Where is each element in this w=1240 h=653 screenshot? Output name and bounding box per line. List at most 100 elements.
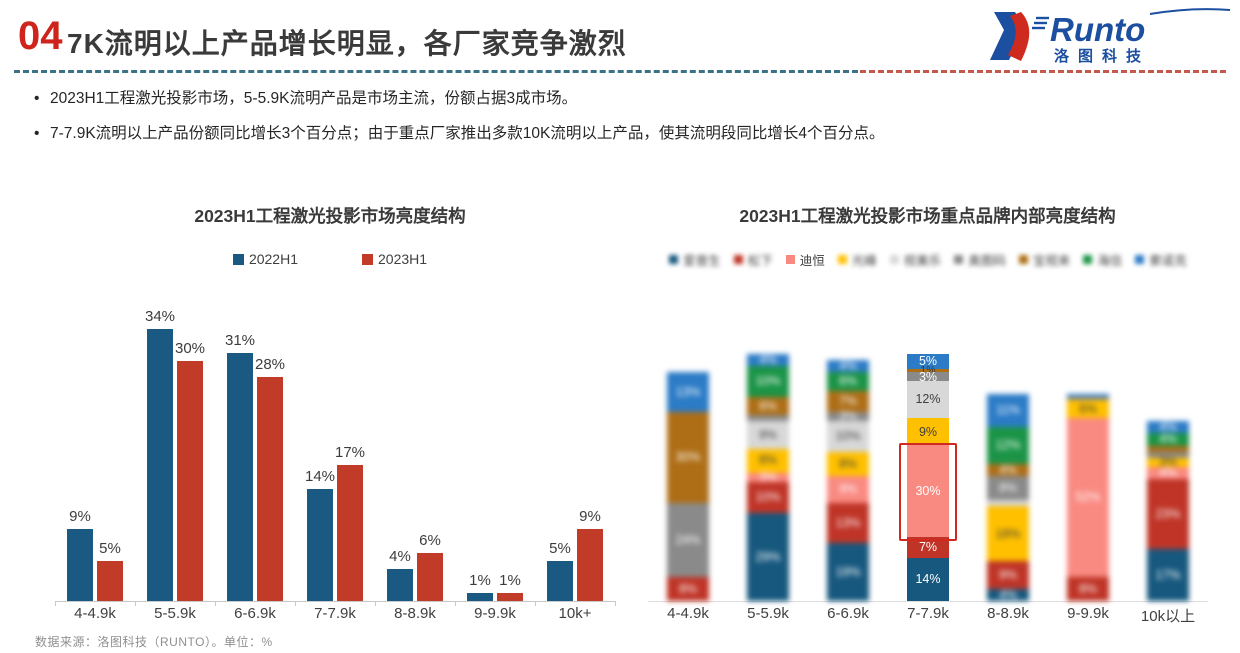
- segment-光峰: 8%: [747, 448, 789, 473]
- axis-tick: [135, 601, 136, 606]
- segment-视美乐: 12%: [907, 381, 949, 419]
- bullet-2: 7-7.9K流明以上产品份额同比增长3个百分点；由于重点厂家推出多款10K流明以…: [32, 123, 1182, 146]
- bar-2022H1: 5%: [547, 540, 573, 601]
- legend-item-奥图码: 奥图码: [954, 250, 1006, 269]
- segment-value-label: 8%: [838, 456, 858, 471]
- legend-item-2023H1: 2023H1: [362, 251, 427, 267]
- legend-swatch: [362, 253, 373, 265]
- segment-奥图码: [747, 415, 789, 422]
- segment-value-label: 4%: [758, 352, 778, 367]
- segment-宝视来: 30%: [667, 411, 709, 504]
- bar-value-label: 9%: [579, 508, 601, 525]
- segment-奥图码: 3%: [907, 369, 949, 384]
- x-axis-label: 6-6.9k: [827, 605, 869, 622]
- segment-索诺克: 5%: [907, 354, 949, 370]
- segment-奥图码: 8%: [987, 476, 1029, 501]
- segment-光峰: 6%: [1067, 399, 1109, 419]
- bar-value-label: 17%: [334, 444, 366, 461]
- logo-mark-red: [1008, 12, 1030, 61]
- legend-label: 宝视来: [1032, 254, 1071, 268]
- segment-迪恒: 3%: [747, 471, 789, 483]
- segment-迪恒: 4%: [1147, 467, 1189, 480]
- stacked-bar-column: 4% 6% 7% 3% 10% 8% 9% 13% 19%: [808, 341, 888, 601]
- left-chart-legend: 2022H1 2023H1: [40, 251, 620, 267]
- legend-label: 迪恒: [799, 254, 825, 268]
- segment-海信: 12%: [987, 427, 1029, 464]
- bar-value-label: 30%: [174, 340, 206, 357]
- segment-value-label: 23%: [1155, 506, 1181, 521]
- legend-item-松下: 松下: [733, 250, 773, 269]
- legend-swatch: [1018, 255, 1028, 264]
- segment-视美乐: [987, 500, 1029, 507]
- segment-value-label: 3%: [918, 369, 938, 384]
- stacked-bar-column: 6% 52% 8%: [1048, 341, 1128, 601]
- bar-value-label: 28%: [254, 356, 286, 373]
- segment-松下: 8%: [1067, 576, 1109, 601]
- bar-2022H1: 1%: [467, 572, 493, 601]
- segment-value-label: 4%: [998, 587, 1018, 602]
- bar-value-label: 5%: [99, 540, 121, 557]
- key-points: 2023H1工程激光投影市场，5-5.9K流明产品是市场主流，份额占据3成市场。…: [32, 88, 1182, 159]
- bar-2022H1: 9%: [67, 508, 93, 601]
- stacked-bar: 4% 4% 3% 4% 23% 17%: [1147, 421, 1189, 601]
- segment-爱普生: 4%: [987, 589, 1029, 601]
- bar-group: 9% 5%: [55, 311, 135, 601]
- header-divider-teal: [14, 70, 858, 73]
- bar-value-label: 5%: [549, 540, 571, 557]
- segment-value-label: 1%: [920, 364, 936, 377]
- axis-tick: [455, 601, 456, 606]
- segment-value-label: 9%: [918, 424, 938, 439]
- right-chart-x-axis: 4-4.9k 5-5.9k 6-6.9k 7-7.9k 8-8.9k 9-9.9k 10k以…: [648, 605, 1208, 626]
- bar-value-label: 1%: [469, 572, 491, 589]
- segment-value-label: 9%: [758, 427, 778, 442]
- legend-label: 2023H1: [378, 251, 428, 267]
- legend-swatch: [954, 255, 964, 264]
- segment-value-label: 10%: [835, 429, 861, 444]
- segment-松下: 23%: [1147, 479, 1189, 550]
- segment-value-label: 10%: [755, 374, 781, 389]
- legend-label: 索诺克: [1149, 254, 1187, 268]
- x-axis-label: 9-9.9k: [1067, 605, 1109, 622]
- legend-swatch: [889, 255, 899, 264]
- segment-索诺克: 11%: [987, 393, 1029, 428]
- segment-value-label: 6%: [838, 374, 858, 389]
- segment-松下: 10%: [747, 482, 789, 513]
- segment-宝视来: 1%: [907, 365, 949, 375]
- stacked-bar: 5% 1% 3% 12% 9% 30% 7% 14%: [899, 354, 957, 601]
- stacked-bar-column: 4% 10% 6% 9% 8% 3% 10% 29%: [728, 341, 808, 601]
- bar-2022H1: 14%: [305, 468, 335, 601]
- segment-海信: 10%: [747, 366, 789, 397]
- bar-value-label: 31%: [224, 332, 256, 349]
- x-axis-label: 4-4.9k: [667, 605, 709, 622]
- segment-爱普生: 29%: [747, 512, 789, 601]
- segment-视美乐: 10%: [827, 421, 869, 452]
- right-chart-legend: 爱普生 松下 迪恒 光峰 视美乐 奥图码 宝视来 海信 索诺克: [636, 250, 1220, 269]
- segment-松下: 7%: [907, 536, 949, 559]
- right-chart-title: 2023H1工程激光投影市场重点品牌内部亮度结构: [739, 206, 1116, 226]
- segment-value-label: 12%: [995, 438, 1021, 453]
- segment-value-label: 3%: [1158, 455, 1178, 470]
- x-axis-label: 8-8.9k: [394, 605, 436, 622]
- axis-tick: [375, 601, 376, 606]
- bar-2023H1: 17%: [335, 444, 365, 601]
- x-axis-label: 8-8.9k: [987, 605, 1029, 622]
- segment-value-label: 18%: [995, 526, 1021, 541]
- bar-value-label: 34%: [144, 308, 176, 325]
- stacked-bar-column: 5% 1% 3% 12% 9% 30% 7% 14%: [888, 341, 968, 601]
- left-chart-x-axis: 4-4.9k 5-5.9k 6-6.9k 7-7.9k 8-8.9k 9-9.9k 10k+: [55, 605, 615, 622]
- segment-value-label: 4%: [1158, 432, 1178, 447]
- segment-海信: 6%: [827, 372, 869, 391]
- legend-item-光峰: 光峰: [837, 250, 877, 269]
- bar-group: 5% 9%: [535, 311, 615, 601]
- stacked-bar: 4% 6% 7% 3% 10% 8% 9% 13% 19%: [827, 360, 869, 601]
- bar-value-label: 1%: [499, 572, 521, 589]
- segment-value-label: 4%: [838, 358, 858, 373]
- logo-swoosh: [1149, 8, 1231, 15]
- legend-swatch: [1135, 255, 1145, 264]
- bar-group: 31% 28%: [215, 311, 295, 601]
- segment-宝视来: 7%: [827, 390, 869, 412]
- legend-item-视美乐: 视美乐: [889, 250, 941, 269]
- legend-swatch: [1083, 255, 1093, 264]
- segment-value-label: 6%: [1078, 401, 1098, 416]
